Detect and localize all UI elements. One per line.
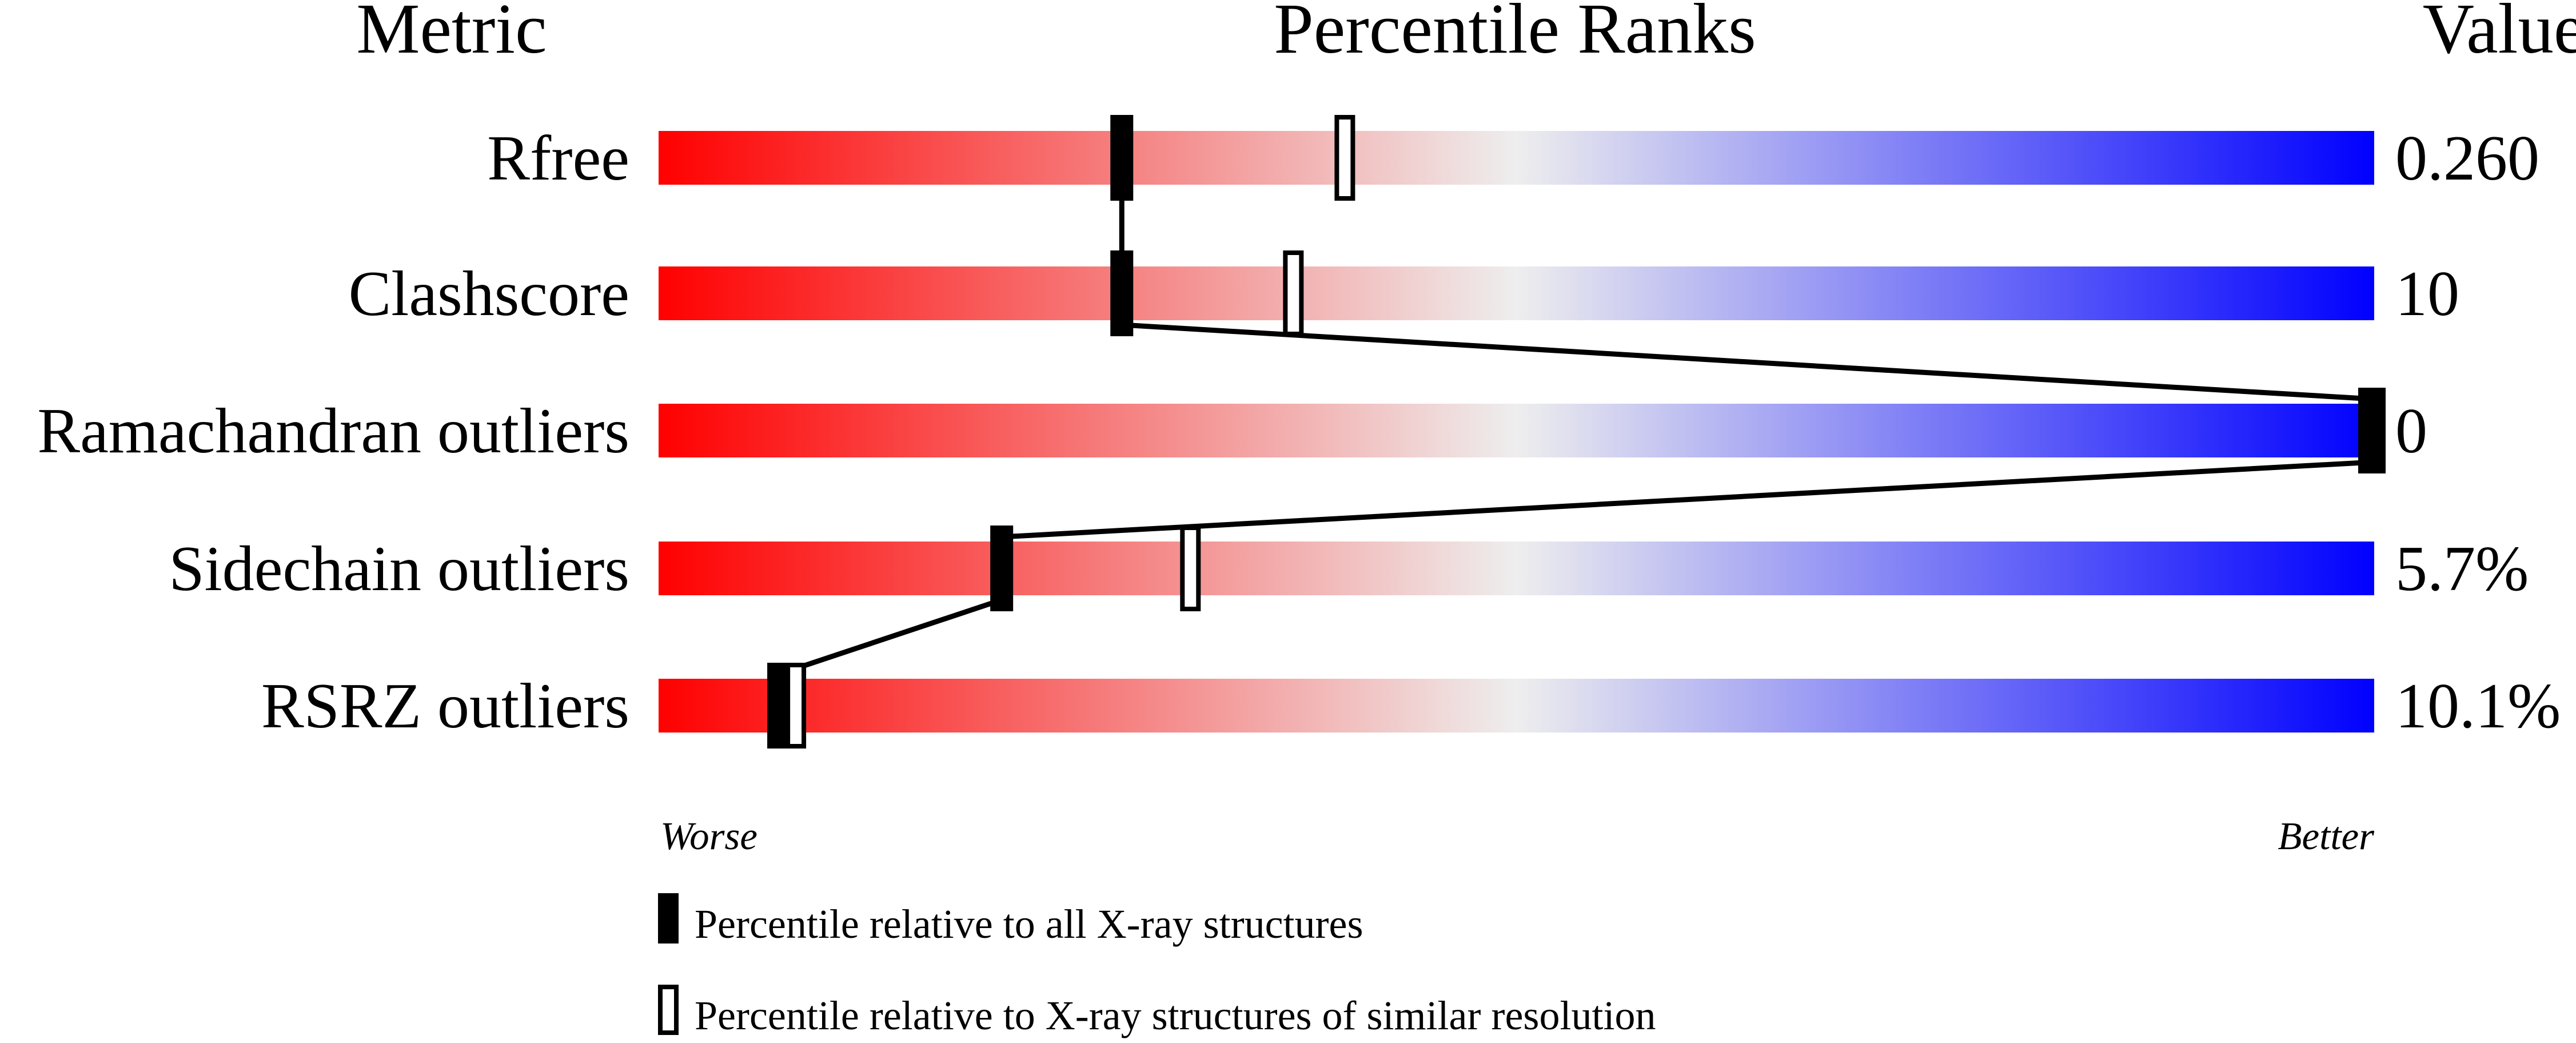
marker-all-structures <box>1110 250 1134 336</box>
marker-similar-resolution <box>1283 250 1304 336</box>
metric-value: 10 <box>2395 258 2459 329</box>
marker-similar-resolution <box>1180 526 1201 611</box>
marker-all-structures <box>767 663 791 749</box>
marker-all-structures <box>1110 115 1134 201</box>
percentile-bar <box>659 266 2374 320</box>
legend-filled-marker <box>658 893 679 944</box>
axis-label-worse: Worse <box>660 814 757 858</box>
legend-label-all: Percentile relative to all X-ray structu… <box>695 901 1363 947</box>
axis-label-better: Better <box>2278 814 2375 858</box>
percentile-bar <box>659 679 2374 733</box>
metric-value: 5.7% <box>2395 534 2529 604</box>
metric-value: 10.1% <box>2395 671 2561 742</box>
percentile-bar <box>659 404 2374 457</box>
legend-hollow-marker <box>658 985 679 1035</box>
marker-similar-resolution <box>785 663 807 749</box>
header-percentile-ranks: Percentile Ranks <box>1274 0 1756 69</box>
metric-label: Clashscore <box>349 258 629 329</box>
metric-label: RSRZ outliers <box>261 671 629 742</box>
metric-label: Ramachandran outliers <box>37 396 629 467</box>
percentile-bar <box>659 131 2374 185</box>
metric-label: Sidechain outliers <box>169 534 629 604</box>
metric-value: 0.260 <box>2395 123 2539 194</box>
percentile-bar <box>659 542 2374 595</box>
metric-label: Rfree <box>487 123 629 194</box>
header-metric: Metric <box>356 0 547 69</box>
legend-label-similar: Percentile relative to X-ray structures … <box>695 993 1656 1038</box>
marker-all-structures <box>2363 388 2386 473</box>
metric-value: 0 <box>2395 396 2427 467</box>
marker-all-structures <box>990 526 1014 611</box>
header-value: Value <box>2423 0 2576 69</box>
marker-similar-resolution <box>1334 115 1355 201</box>
